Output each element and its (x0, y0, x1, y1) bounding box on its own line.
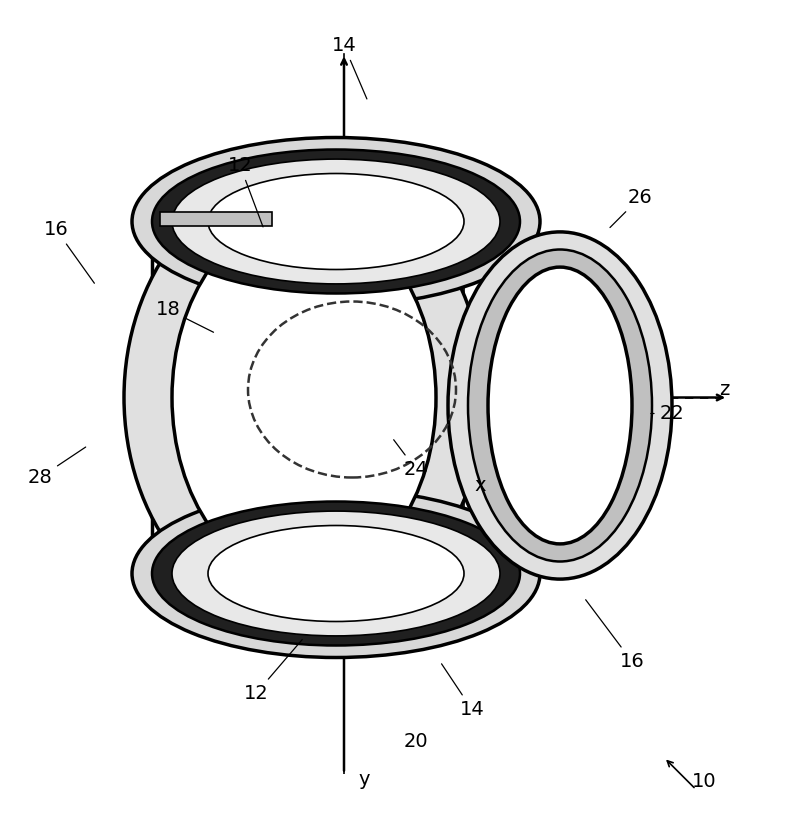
Ellipse shape (172, 159, 500, 284)
Ellipse shape (208, 525, 464, 622)
Polygon shape (468, 342, 520, 453)
Text: 24: 24 (394, 440, 428, 479)
Ellipse shape (124, 174, 484, 622)
Ellipse shape (488, 267, 632, 544)
Ellipse shape (152, 150, 520, 294)
Ellipse shape (468, 250, 652, 562)
Polygon shape (160, 212, 272, 226)
Text: 20: 20 (404, 732, 428, 751)
Polygon shape (216, 246, 480, 437)
Text: 10: 10 (692, 772, 716, 791)
Polygon shape (200, 302, 448, 437)
Text: 12: 12 (228, 156, 263, 227)
Text: x: x (474, 476, 486, 495)
Text: 14: 14 (332, 36, 367, 99)
Ellipse shape (172, 213, 436, 581)
Ellipse shape (152, 501, 520, 646)
Ellipse shape (208, 174, 464, 270)
Text: 12: 12 (244, 639, 302, 703)
Text: 22: 22 (650, 404, 684, 423)
Text: z: z (719, 380, 729, 399)
Text: y: y (358, 771, 370, 790)
Ellipse shape (448, 232, 672, 579)
Text: 18: 18 (156, 300, 214, 332)
Ellipse shape (132, 137, 540, 305)
Text: 16: 16 (44, 220, 94, 283)
Ellipse shape (172, 511, 500, 636)
Text: 14: 14 (442, 664, 484, 719)
Text: 28: 28 (28, 447, 86, 487)
Ellipse shape (132, 490, 540, 657)
Text: 16: 16 (586, 600, 644, 671)
Text: 26: 26 (610, 188, 652, 227)
